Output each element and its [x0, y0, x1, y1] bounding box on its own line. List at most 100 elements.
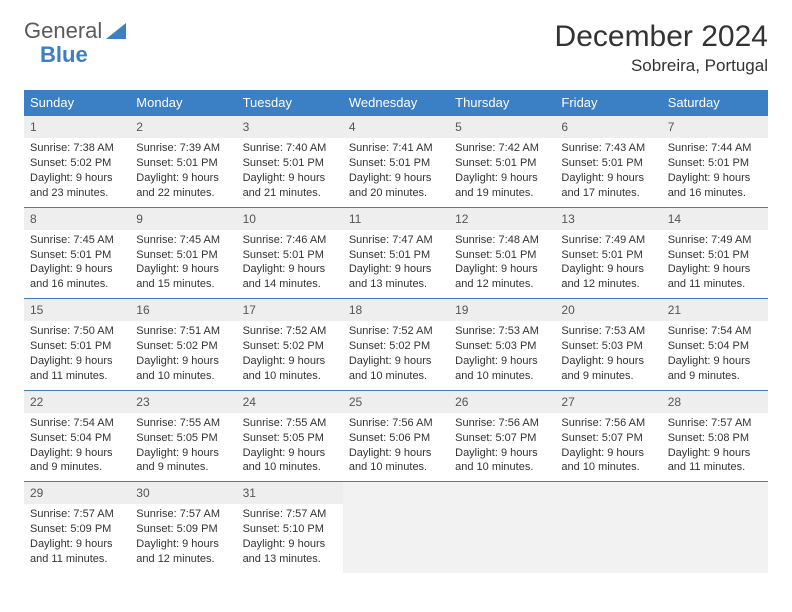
- sunset-text: Sunset: 5:09 PM: [30, 522, 124, 537]
- sunrise-text: Sunrise: 7:57 AM: [30, 507, 124, 522]
- calendar-cell: 11Sunrise: 7:47 AMSunset: 5:01 PMDayligh…: [343, 207, 449, 299]
- day-number: 12: [449, 208, 555, 230]
- logo: General: [24, 20, 128, 42]
- calendar-cell: 7Sunrise: 7:44 AMSunset: 5:01 PMDaylight…: [662, 116, 768, 208]
- day-number: 6: [555, 116, 661, 138]
- daylight-text: Daylight: 9 hours and 21 minutes.: [243, 171, 337, 201]
- sunrise-text: Sunrise: 7:49 AM: [668, 233, 762, 248]
- calendar-cell: 28Sunrise: 7:57 AMSunset: 5:08 PMDayligh…: [662, 390, 768, 482]
- sunrise-text: Sunrise: 7:53 AM: [455, 324, 549, 339]
- day-number: 22: [24, 391, 130, 413]
- sunset-text: Sunset: 5:01 PM: [30, 248, 124, 263]
- sunrise-text: Sunrise: 7:50 AM: [30, 324, 124, 339]
- daylight-text: Daylight: 9 hours and 9 minutes.: [136, 446, 230, 476]
- day-body: Sunrise: 7:51 AMSunset: 5:02 PMDaylight:…: [130, 321, 236, 389]
- sunrise-text: Sunrise: 7:41 AM: [349, 141, 443, 156]
- day-body: Sunrise: 7:57 AMSunset: 5:10 PMDaylight:…: [237, 504, 343, 572]
- daylight-text: Daylight: 9 hours and 9 minutes.: [30, 446, 124, 476]
- sunrise-text: Sunrise: 7:38 AM: [30, 141, 124, 156]
- calendar-cell: 9Sunrise: 7:45 AMSunset: 5:01 PMDaylight…: [130, 207, 236, 299]
- daylight-text: Daylight: 9 hours and 10 minutes.: [349, 446, 443, 476]
- location: Sobreira, Portugal: [555, 56, 768, 76]
- day-body: Sunrise: 7:38 AMSunset: 5:02 PMDaylight:…: [24, 138, 130, 206]
- daylight-text: Daylight: 9 hours and 10 minutes.: [243, 446, 337, 476]
- daylight-text: Daylight: 9 hours and 10 minutes.: [243, 354, 337, 384]
- daylight-text: Daylight: 9 hours and 14 minutes.: [243, 262, 337, 292]
- day-number: 9: [130, 208, 236, 230]
- sunset-text: Sunset: 5:05 PM: [243, 431, 337, 446]
- sunrise-text: Sunrise: 7:54 AM: [668, 324, 762, 339]
- sunset-text: Sunset: 5:03 PM: [561, 339, 655, 354]
- sunset-text: Sunset: 5:01 PM: [243, 156, 337, 171]
- day-number: 23: [130, 391, 236, 413]
- daylight-text: Daylight: 9 hours and 11 minutes.: [30, 354, 124, 384]
- sunrise-text: Sunrise: 7:55 AM: [243, 416, 337, 431]
- calendar-cell: 17Sunrise: 7:52 AMSunset: 5:02 PMDayligh…: [237, 299, 343, 391]
- sunset-text: Sunset: 5:01 PM: [561, 156, 655, 171]
- sunrise-text: Sunrise: 7:45 AM: [136, 233, 230, 248]
- calendar-cell: 3Sunrise: 7:40 AMSunset: 5:01 PMDaylight…: [237, 116, 343, 208]
- day-body: Sunrise: 7:45 AMSunset: 5:01 PMDaylight:…: [130, 230, 236, 298]
- day-number: 18: [343, 299, 449, 321]
- daylight-text: Daylight: 9 hours and 20 minutes.: [349, 171, 443, 201]
- calendar-cell: 24Sunrise: 7:55 AMSunset: 5:05 PMDayligh…: [237, 390, 343, 482]
- weekday-head: Thursday: [449, 90, 555, 116]
- sunrise-text: Sunrise: 7:42 AM: [455, 141, 549, 156]
- calendar-cell: 22Sunrise: 7:54 AMSunset: 5:04 PMDayligh…: [24, 390, 130, 482]
- weekday-head: Friday: [555, 90, 661, 116]
- day-number: 25: [343, 391, 449, 413]
- day-number: 1: [24, 116, 130, 138]
- sunset-text: Sunset: 5:08 PM: [668, 431, 762, 446]
- weekday-head: Wednesday: [343, 90, 449, 116]
- weekday-head: Sunday: [24, 90, 130, 116]
- calendar-row: 8Sunrise: 7:45 AMSunset: 5:01 PMDaylight…: [24, 207, 768, 299]
- calendar-cell: 18Sunrise: 7:52 AMSunset: 5:02 PMDayligh…: [343, 299, 449, 391]
- sunset-text: Sunset: 5:01 PM: [243, 248, 337, 263]
- calendar-cell: 21Sunrise: 7:54 AMSunset: 5:04 PMDayligh…: [662, 299, 768, 391]
- sunset-text: Sunset: 5:05 PM: [136, 431, 230, 446]
- logo-text-1: General: [24, 20, 102, 42]
- day-number: 2: [130, 116, 236, 138]
- calendar-row: 22Sunrise: 7:54 AMSunset: 5:04 PMDayligh…: [24, 390, 768, 482]
- daylight-text: Daylight: 9 hours and 13 minutes.: [243, 537, 337, 567]
- sunset-text: Sunset: 5:02 PM: [349, 339, 443, 354]
- daylight-text: Daylight: 9 hours and 16 minutes.: [30, 262, 124, 292]
- daylight-text: Daylight: 9 hours and 23 minutes.: [30, 171, 124, 201]
- sunset-text: Sunset: 5:01 PM: [136, 156, 230, 171]
- daylight-text: Daylight: 9 hours and 11 minutes.: [668, 446, 762, 476]
- daylight-text: Daylight: 9 hours and 15 minutes.: [136, 262, 230, 292]
- day-number: 21: [662, 299, 768, 321]
- sunset-text: Sunset: 5:01 PM: [455, 156, 549, 171]
- sunset-text: Sunset: 5:01 PM: [349, 156, 443, 171]
- calendar-cell: 25Sunrise: 7:56 AMSunset: 5:06 PMDayligh…: [343, 390, 449, 482]
- sunrise-text: Sunrise: 7:56 AM: [561, 416, 655, 431]
- day-number: 13: [555, 208, 661, 230]
- day-number: 11: [343, 208, 449, 230]
- sunrise-text: Sunrise: 7:43 AM: [561, 141, 655, 156]
- daylight-text: Daylight: 9 hours and 10 minutes.: [136, 354, 230, 384]
- calendar-table: Sunday Monday Tuesday Wednesday Thursday…: [24, 90, 768, 573]
- calendar-cell: 5Sunrise: 7:42 AMSunset: 5:01 PMDaylight…: [449, 116, 555, 208]
- calendar-cell: 10Sunrise: 7:46 AMSunset: 5:01 PMDayligh…: [237, 207, 343, 299]
- day-body: Sunrise: 7:39 AMSunset: 5:01 PMDaylight:…: [130, 138, 236, 206]
- day-number: 19: [449, 299, 555, 321]
- day-body: Sunrise: 7:57 AMSunset: 5:09 PMDaylight:…: [130, 504, 236, 572]
- sunset-text: Sunset: 5:01 PM: [30, 339, 124, 354]
- sunrise-text: Sunrise: 7:49 AM: [561, 233, 655, 248]
- day-body: Sunrise: 7:54 AMSunset: 5:04 PMDaylight:…: [662, 321, 768, 389]
- day-body: Sunrise: 7:53 AMSunset: 5:03 PMDaylight:…: [449, 321, 555, 389]
- day-body: Sunrise: 7:57 AMSunset: 5:08 PMDaylight:…: [662, 413, 768, 481]
- day-body: Sunrise: 7:43 AMSunset: 5:01 PMDaylight:…: [555, 138, 661, 206]
- sunrise-text: Sunrise: 7:57 AM: [243, 507, 337, 522]
- daylight-text: Daylight: 9 hours and 9 minutes.: [668, 354, 762, 384]
- day-body: Sunrise: 7:55 AMSunset: 5:05 PMDaylight:…: [130, 413, 236, 481]
- day-body: Sunrise: 7:52 AMSunset: 5:02 PMDaylight:…: [343, 321, 449, 389]
- daylight-text: Daylight: 9 hours and 10 minutes.: [561, 446, 655, 476]
- calendar-cell: 1Sunrise: 7:38 AMSunset: 5:02 PMDaylight…: [24, 116, 130, 208]
- sunrise-text: Sunrise: 7:55 AM: [136, 416, 230, 431]
- sunrise-text: Sunrise: 7:56 AM: [349, 416, 443, 431]
- day-number: 15: [24, 299, 130, 321]
- day-body: Sunrise: 7:48 AMSunset: 5:01 PMDaylight:…: [449, 230, 555, 298]
- sunrise-text: Sunrise: 7:40 AM: [243, 141, 337, 156]
- day-number: 27: [555, 391, 661, 413]
